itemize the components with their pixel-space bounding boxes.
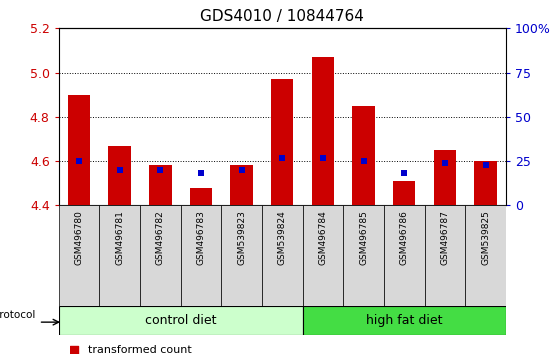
Bar xyxy=(181,205,221,306)
Text: control diet: control diet xyxy=(145,314,216,327)
Bar xyxy=(68,95,90,205)
Bar xyxy=(59,205,100,306)
Text: growth protocol: growth protocol xyxy=(0,310,35,320)
Point xyxy=(278,155,287,160)
Bar xyxy=(271,79,293,205)
Text: GSM496783: GSM496783 xyxy=(196,210,206,265)
Bar xyxy=(384,205,425,306)
Bar xyxy=(343,205,384,306)
Bar xyxy=(352,106,375,205)
Bar xyxy=(262,205,302,306)
Text: GSM539823: GSM539823 xyxy=(237,210,246,265)
Text: GSM539825: GSM539825 xyxy=(481,210,490,265)
Bar xyxy=(465,205,506,306)
Title: GDS4010 / 10844764: GDS4010 / 10844764 xyxy=(200,9,364,24)
Point xyxy=(481,162,490,167)
Bar xyxy=(100,205,140,306)
Bar xyxy=(475,161,497,205)
Point xyxy=(115,167,124,173)
Bar xyxy=(302,205,343,306)
Bar xyxy=(190,188,212,205)
Bar xyxy=(393,181,415,205)
Bar xyxy=(108,145,131,205)
Bar xyxy=(425,205,465,306)
Point xyxy=(156,167,165,173)
Text: GSM496787: GSM496787 xyxy=(440,210,449,265)
Text: GSM539824: GSM539824 xyxy=(278,210,287,265)
Bar xyxy=(312,57,334,205)
Text: GSM496785: GSM496785 xyxy=(359,210,368,265)
Text: GSM496780: GSM496780 xyxy=(74,210,83,265)
Point xyxy=(70,347,79,353)
Point xyxy=(400,171,409,176)
Point xyxy=(197,171,206,176)
Text: transformed count: transformed count xyxy=(88,345,192,354)
Point xyxy=(74,158,83,164)
Point xyxy=(359,158,368,164)
Point xyxy=(319,155,328,160)
Text: high fat diet: high fat diet xyxy=(366,314,443,327)
Bar xyxy=(221,205,262,306)
Point xyxy=(440,160,449,166)
Point xyxy=(237,167,246,173)
Bar xyxy=(302,306,506,335)
Bar xyxy=(149,166,172,205)
Text: GSM496781: GSM496781 xyxy=(115,210,124,265)
Bar xyxy=(434,150,456,205)
Text: GSM496786: GSM496786 xyxy=(400,210,409,265)
Bar xyxy=(140,205,181,306)
Text: GSM496784: GSM496784 xyxy=(319,210,328,265)
Text: GSM496782: GSM496782 xyxy=(156,210,165,265)
Bar xyxy=(230,166,253,205)
Bar xyxy=(59,306,302,335)
